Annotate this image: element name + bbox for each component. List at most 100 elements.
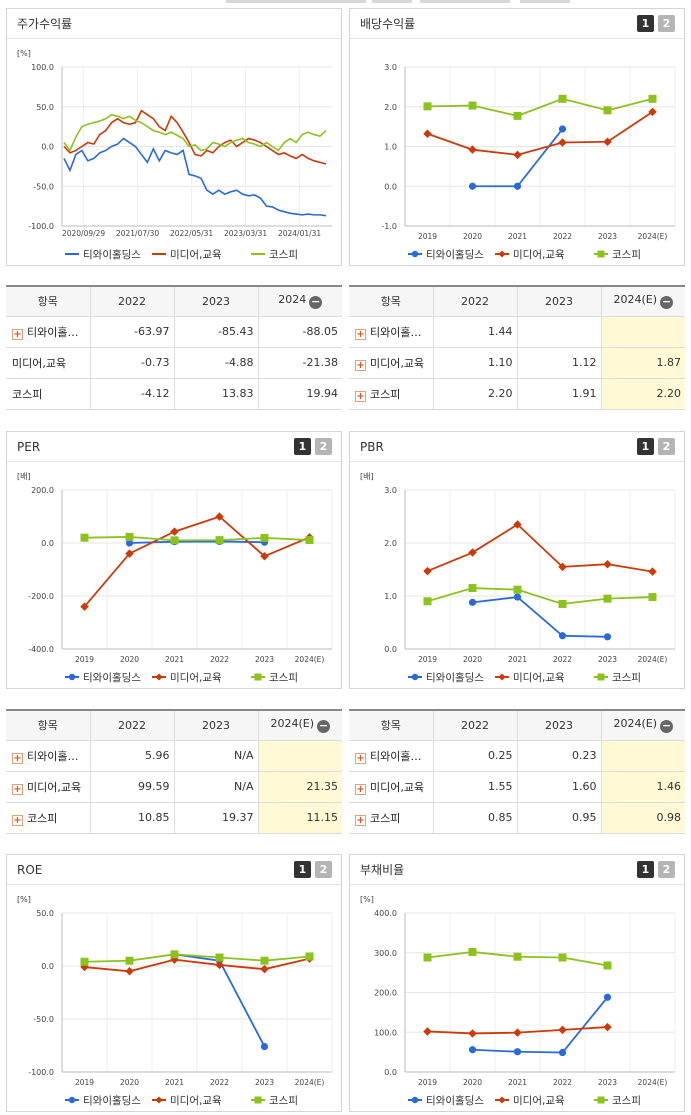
table-header-cell: 2023 bbox=[517, 710, 602, 741]
view-2-button[interactable]: 2 bbox=[315, 861, 332, 878]
expand-icon[interactable]: + bbox=[12, 814, 23, 826]
row-label-cell[interactable]: + 티와이홀… bbox=[349, 316, 434, 348]
y-tick-label: 3.0 bbox=[384, 63, 397, 72]
view-1-button[interactable]: 1 bbox=[294, 861, 311, 878]
row-label: 미디어,교육 bbox=[27, 780, 82, 794]
series-line bbox=[427, 587, 653, 605]
expand-icon[interactable]: + bbox=[355, 359, 366, 371]
data-point bbox=[513, 182, 522, 190]
table-row: + 미디어,교육 99.59 N/A 21.35 bbox=[6, 771, 342, 803]
x-tick-label: 2024(E) bbox=[638, 1078, 668, 1087]
value-cell: 1.55 bbox=[433, 771, 518, 803]
data-point bbox=[558, 125, 567, 133]
y-tick-label: 50.0 bbox=[36, 909, 54, 918]
view-2-button[interactable]: 2 bbox=[658, 15, 675, 32]
data-point bbox=[558, 953, 567, 962]
value-cell: 19.37 bbox=[174, 802, 259, 834]
x-tick-label: 2020 bbox=[463, 1078, 482, 1087]
view-1-button[interactable]: 1 bbox=[637, 15, 654, 32]
series-line bbox=[63, 137, 327, 217]
y-tick-label: -100.0 bbox=[28, 1068, 54, 1077]
panel-title: 부채비율 bbox=[360, 863, 405, 877]
expand-icon[interactable]: + bbox=[355, 328, 366, 340]
row-label-cell[interactable]: + 미디어,교육 bbox=[6, 771, 91, 803]
data-point bbox=[423, 1027, 432, 1036]
x-tick-label: 2019 bbox=[418, 655, 437, 664]
unit-label: [%] bbox=[360, 895, 374, 904]
legend-label: 미디어,교육 bbox=[170, 1095, 222, 1107]
top-tab-stub bbox=[226, 0, 366, 3]
row-label-cell[interactable]: + 코스피 bbox=[349, 378, 434, 410]
expand-icon[interactable]: + bbox=[355, 783, 366, 795]
data-point bbox=[468, 101, 477, 110]
y-tick-label: -50.0 bbox=[33, 182, 54, 191]
y-tick-label: 0.0 bbox=[41, 962, 54, 971]
row-label-cell[interactable]: + 코스피 bbox=[349, 802, 434, 834]
data-point bbox=[423, 102, 432, 111]
view-2-button[interactable]: 2 bbox=[658, 861, 675, 878]
x-tick-label: 2020 bbox=[120, 655, 139, 664]
value-cell: -0.73 bbox=[90, 347, 175, 379]
value-cell: 1.46 bbox=[601, 771, 685, 803]
view-2-button[interactable]: 2 bbox=[315, 438, 332, 455]
panel-title: 주가수익률 bbox=[7, 9, 341, 39]
data-point bbox=[260, 552, 269, 561]
value-cell: 21.35 bbox=[258, 771, 342, 803]
data-point bbox=[648, 593, 657, 602]
series-line bbox=[427, 97, 653, 117]
expand-icon[interactable]: + bbox=[12, 752, 23, 764]
expand-icon[interactable]: + bbox=[355, 390, 366, 402]
row-label-cell[interactable]: + 티와이홀… bbox=[6, 740, 91, 772]
data-point bbox=[513, 111, 522, 120]
collapse-icon[interactable]: − bbox=[660, 295, 674, 310]
x-tick-label: 2022 bbox=[210, 655, 229, 664]
legend-label: 티와이홀딩스 bbox=[83, 1094, 141, 1107]
y-tick-label: 50.0 bbox=[36, 103, 54, 112]
y-tick-label: -50.0 bbox=[33, 1015, 54, 1024]
data-point bbox=[558, 138, 567, 147]
row-label-cell[interactable]: + 티와이홀… bbox=[349, 740, 434, 772]
legend-marker bbox=[597, 250, 605, 258]
row-label-cell[interactable]: + 코스피 bbox=[6, 802, 91, 834]
data-point bbox=[423, 597, 432, 606]
table-row: + 미디어,교육 1.55 1.60 1.46 bbox=[349, 771, 685, 803]
table-row: + 티와이홀… -63.97 -85.43 -88.05 bbox=[6, 316, 342, 348]
data-point bbox=[603, 594, 612, 603]
expand-icon[interactable]: + bbox=[12, 783, 23, 795]
header-text: 2022 bbox=[118, 718, 146, 732]
collapse-icon[interactable]: − bbox=[317, 719, 331, 734]
x-tick-label: 2021 bbox=[508, 232, 527, 241]
value-cell: N/A bbox=[174, 771, 259, 803]
expand-icon[interactable]: + bbox=[12, 328, 23, 340]
y-tick-label: 100.0 bbox=[31, 63, 54, 72]
view-1-button[interactable]: 1 bbox=[637, 438, 654, 455]
legend-marker bbox=[254, 673, 262, 681]
data-point bbox=[80, 957, 89, 966]
expand-icon[interactable]: + bbox=[355, 814, 366, 826]
header-text: 항목 bbox=[380, 295, 401, 309]
top-tab-stub bbox=[420, 0, 510, 3]
y-tick-label: 200.0 bbox=[31, 486, 54, 495]
value-cell: N/A bbox=[174, 740, 259, 772]
table-header-cell: 항목 bbox=[349, 710, 434, 741]
row-label-cell[interactable]: + 미디어,교육 bbox=[349, 347, 434, 379]
x-tick-label: 2022 bbox=[553, 1078, 572, 1087]
table-header-cell: 2022 bbox=[90, 286, 175, 317]
row-label-cell[interactable]: + 티와이홀… bbox=[6, 316, 91, 348]
view-2-button[interactable]: 2 bbox=[658, 438, 675, 455]
view-1-button[interactable]: 1 bbox=[637, 861, 654, 878]
collapse-icon[interactable]: − bbox=[660, 719, 674, 734]
stock-return-chart: [%]100.0 50.0 0.0 -50.0 -100.0 2020/09/29 2021… bbox=[17, 49, 332, 261]
x-tick-label: 2021 bbox=[508, 1078, 527, 1087]
x-tick-label: 2021 bbox=[165, 655, 184, 664]
value-cell: 99.59 bbox=[90, 771, 175, 803]
collapse-icon[interactable]: − bbox=[309, 295, 323, 310]
data-point bbox=[513, 1048, 522, 1056]
row-label-cell[interactable]: + 미디어,교육 bbox=[349, 771, 434, 803]
series-line bbox=[472, 996, 609, 1054]
legend-label: 미디어,교육 bbox=[513, 1095, 565, 1107]
expand-icon[interactable]: + bbox=[355, 752, 366, 764]
view-1-button[interactable]: 1 bbox=[294, 438, 311, 455]
